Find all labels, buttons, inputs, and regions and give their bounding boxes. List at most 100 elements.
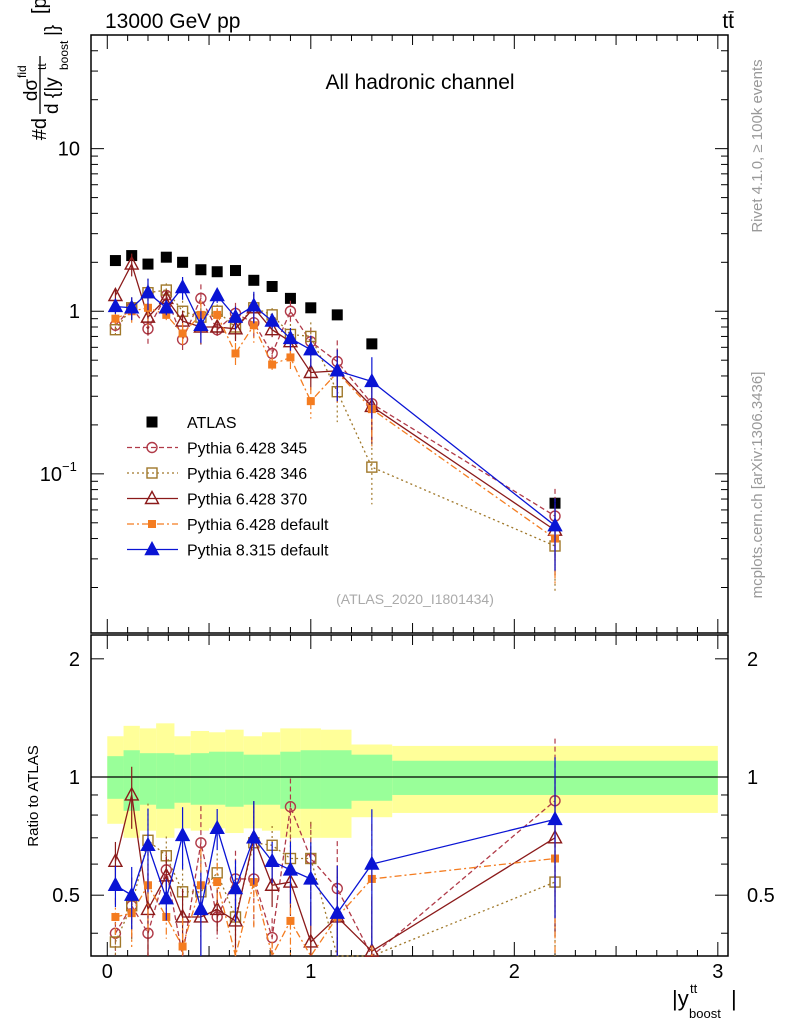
xlabel-close: | [731, 986, 737, 1011]
ratio-point-p345 [284, 801, 297, 813]
point-atlas [211, 266, 223, 278]
series-p370 [107, 253, 563, 576]
ratio-point-p370 [209, 900, 225, 916]
point-atlas [109, 255, 121, 267]
xtick-label: 0 [102, 961, 113, 983]
legend-label-atlas: ATLAS [187, 415, 237, 432]
point-p6def [213, 310, 222, 319]
xtick-label: 1 [305, 961, 316, 983]
point-p8 [227, 308, 244, 323]
point-p8 [264, 312, 280, 327]
point-p8 [209, 287, 225, 302]
ratio-point-p6def [111, 912, 120, 921]
ratio-point-p8 [193, 900, 209, 916]
ratio-bands [107, 723, 718, 838]
xlabel-main: |y [672, 986, 689, 1011]
point-atlas [266, 280, 278, 292]
ratio-point-p346 [109, 936, 122, 948]
ratio-ytick-label: 1 [69, 767, 80, 789]
ratio-point-p8 [174, 826, 191, 842]
point-p370 [227, 320, 244, 335]
legend-marker-p346 [146, 467, 158, 479]
ratio-point-p370 [303, 933, 319, 948]
band-inner [225, 751, 244, 807]
point-p6def [178, 329, 187, 338]
point-p8 [140, 284, 156, 299]
main-ylabel-den: d {|y [42, 77, 63, 114]
ratio-ytick-label: 0.5 [52, 885, 80, 907]
main-series [107, 250, 563, 591]
ratio-series [107, 738, 563, 958]
point-p370 [303, 364, 319, 379]
point-atlas [177, 256, 189, 268]
ratio-point-p8 [364, 855, 380, 870]
ratio-point-p6def [178, 942, 187, 951]
band-inner [174, 754, 191, 803]
main-ytick-label: 10 [58, 139, 80, 161]
ratio-point-p8 [227, 880, 244, 895]
series-line-p345 [114, 293, 556, 517]
main-ytick-label-sup: −1 [62, 459, 77, 474]
ratio-line-p346 [114, 839, 556, 957]
ratio-panel: 0.5 0.5 1 1 2 2 0 1 2 3 [52, 634, 775, 983]
ratio-point-p8 [158, 890, 174, 905]
mcplots-label: mcplots.cern.ch [arXiv:1306.3436] [749, 372, 766, 599]
band-inner [243, 754, 262, 805]
point-p8 [107, 298, 124, 313]
point-p370 [264, 321, 280, 336]
analysis-label: (ATLAS_2020_I1801434) [336, 591, 494, 607]
ratio-point-p345 [195, 837, 207, 849]
point-atlas [160, 251, 172, 263]
point-p8 [124, 299, 140, 314]
ratio-point-p370 [364, 942, 380, 957]
xlabel-sup: tt [690, 981, 698, 996]
ratio-point-p8 [303, 870, 319, 885]
band-inner [156, 753, 175, 809]
legend-label-p370: Pythia 6.428 370 [187, 492, 307, 509]
band-inner [209, 751, 226, 805]
ratio-ytick-label-right: 1 [747, 767, 758, 789]
band-inner [351, 754, 393, 801]
ratio-point-p8 [547, 810, 563, 826]
ratio-point-p6def [286, 916, 295, 925]
point-atlas [229, 265, 241, 277]
main-ylabel: #d dσ fid d {|y tt boost |} [pb] [15, 0, 71, 140]
point-p6def [231, 349, 240, 358]
legend-label-p6def: Pythia 6.428 default [187, 517, 329, 534]
rivet-label: Rivet 4.1.0, ≥ 100k events [749, 59, 766, 232]
xtick-label: 2 [509, 961, 520, 983]
legend: ATLAS Pythia 6.428 345 Pythia 6.428 346 Pyt… [127, 415, 329, 560]
series-line-p346 [114, 289, 556, 547]
ratio-ylabel: Ratio to ATLAS [25, 745, 42, 846]
ratio-point-p8 [329, 904, 345, 919]
main-ylabel-unit: [pb] [29, 0, 51, 14]
legend-label-p345: Pythia 6.428 345 [187, 441, 307, 458]
main-ylabel-num-sup: fid [15, 65, 29, 78]
ratio-point-p8 [246, 829, 262, 844]
ratio-line-p6def [115, 857, 556, 958]
xtick-label: 3 [712, 961, 723, 983]
ratio-point-p370 [124, 786, 140, 801]
point-p8 [364, 372, 380, 388]
ratio-axes: 0.5 0.5 1 1 2 2 0 1 2 3 [52, 634, 775, 983]
band-inner [139, 753, 157, 805]
ratio-point-p370 [227, 912, 244, 927]
ratio-point-p370 [264, 876, 280, 891]
xlabel-sub: boost [689, 1006, 721, 1021]
main-frame [90, 34, 729, 634]
ratio-point-p8 [282, 861, 299, 876]
legend-marker-p8 [144, 541, 160, 556]
point-p8 [303, 341, 319, 356]
point-atlas [305, 302, 317, 314]
main-ylabel-num: dσ [21, 79, 42, 102]
ratio-series-p8 [107, 757, 563, 956]
ratio-frame [90, 634, 729, 957]
band-inner [261, 754, 281, 805]
point-p8 [193, 316, 209, 331]
main-ytick-label: 10 [40, 464, 62, 486]
point-p8 [282, 330, 299, 345]
point-atlas [284, 292, 296, 304]
point-p8 [246, 297, 262, 312]
